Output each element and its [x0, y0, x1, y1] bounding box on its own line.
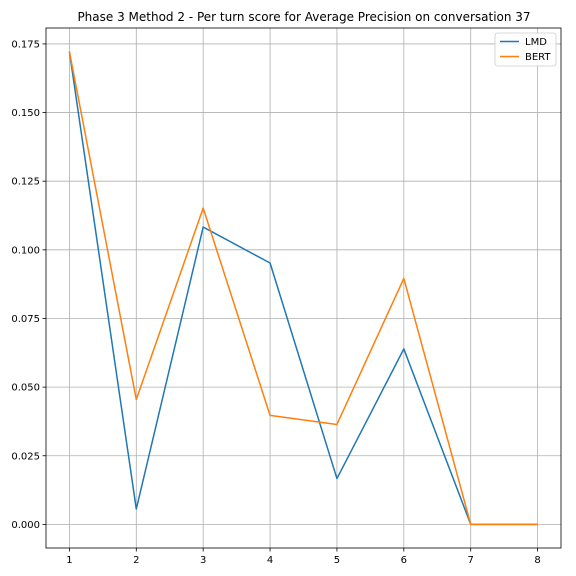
x-tick-label: 3: [200, 555, 206, 566]
x-tick-label: 2: [133, 555, 139, 566]
y-tick-label: 0.125: [11, 177, 40, 188]
x-tick-label: 1: [66, 555, 72, 566]
x-tick-label: 6: [401, 555, 407, 566]
series-lines: [68, 51, 538, 526]
legend: LMD BERT: [494, 32, 557, 67]
y-tick-label: 0.175: [11, 39, 40, 50]
series-line-bert: [68, 51, 538, 526]
plot-area-frame: [45, 27, 562, 549]
axis-ticks: 0.000 0.025 0.050 0.075 0.100 0.125 0.150 0.175…: [11, 39, 540, 566]
y-tick-label: 0.050: [11, 383, 40, 394]
y-tick-label: 0.075: [11, 314, 40, 325]
y-tick-label: 0.000: [11, 520, 40, 531]
x-tick-label: 5: [334, 555, 340, 566]
x-tick-label: 7: [468, 555, 474, 566]
x-tick-label: 8: [534, 555, 540, 566]
series-line-lmd: [68, 51, 538, 526]
y-tick-label: 0.025: [11, 451, 40, 462]
legend-label-lmd: LMD: [525, 37, 547, 48]
y-tick-label: 0.100: [11, 245, 40, 256]
chart-title: Phase 3 Method 2 - Per turn score for Av…: [77, 10, 530, 24]
legend-label-bert: BERT: [525, 52, 551, 63]
grid: [46, 28, 561, 548]
y-tick-label: 0.150: [11, 108, 40, 119]
x-tick-label: 4: [267, 555, 273, 566]
